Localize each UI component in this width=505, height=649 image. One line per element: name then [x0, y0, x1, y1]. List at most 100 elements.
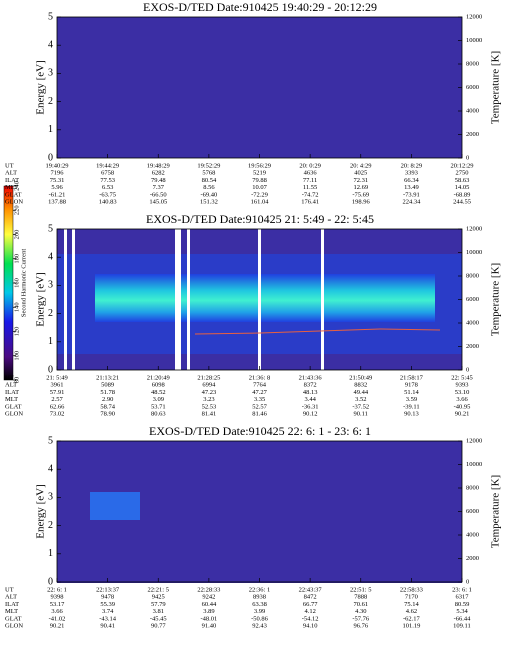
ephemeris-value: 3393	[405, 170, 418, 177]
colorbar-tick-label: 240	[13, 181, 20, 191]
ephemeris-value: 2750	[456, 170, 469, 177]
y2-tick-label: 12000	[466, 225, 482, 232]
colorbar-tick-label: 220	[13, 205, 20, 215]
y-tick-label: 2	[48, 308, 53, 319]
ephemeris-value: 9398	[51, 594, 64, 601]
y-tick-label: 1	[48, 124, 53, 135]
ephemeris-value: 73.02	[50, 410, 65, 417]
y-tick-label: 5	[48, 223, 53, 234]
ephemeris-value: 224.34	[402, 198, 421, 205]
colorbar-tick-label: 180	[13, 254, 20, 264]
ephemeris-value: 77.53	[100, 177, 115, 184]
ephemeris-value: 80.54	[202, 177, 217, 184]
ephemeris-value: 3961	[51, 382, 64, 389]
ephemeris-value: 80.59	[455, 601, 470, 608]
colorbar-tick-label: 160	[13, 278, 20, 288]
ephemeris-value: 19:48:29	[147, 162, 170, 169]
y2-tick-label: 6000	[466, 84, 479, 91]
ephemeris-value: 90.11	[354, 410, 368, 417]
y-tick-label: 1	[48, 548, 53, 559]
colorbar-tick-label: 120	[13, 327, 20, 337]
ephemeris-value: 3.44	[304, 396, 316, 403]
y2-tick-label: 10000	[466, 461, 482, 468]
ephemeris-value: -57.76	[352, 615, 370, 622]
y2-tick-label: 2000	[466, 555, 479, 562]
ephemeris-value: 55.39	[100, 601, 115, 608]
ephemeris-value: -75.69	[352, 191, 369, 198]
ephemeris-value: -50.86	[251, 615, 269, 622]
ephemeris-value: 22:58:33	[400, 586, 423, 593]
y-tick-label: 3	[48, 280, 53, 291]
y2-tick-label: 10000	[466, 249, 482, 256]
ephemeris-value: 22:28:33	[197, 586, 220, 593]
ephemeris-value: 49.44	[353, 389, 368, 396]
y2-tick-label: 4000	[466, 531, 479, 538]
ephemeris-value: 20:12:29	[450, 162, 473, 169]
ephemeris-value: 58.63	[455, 177, 470, 184]
ephemeris-value: 21:43:36	[299, 374, 323, 381]
ephemeris-value: 96.76	[353, 622, 368, 629]
panel-title: EXOS-D/TED Date:910425 21: 5:49 - 22: 5:…	[146, 212, 374, 226]
ephemeris-value: 6.53	[102, 184, 113, 191]
ephemeris-value: 5219	[253, 170, 266, 177]
colorbar	[3, 185, 14, 381]
ephemeris-value: 4025	[354, 170, 367, 177]
ephemeris-value: 4.12	[304, 608, 315, 615]
data-gap	[258, 229, 261, 370]
ephemeris-value: 21:50:49	[349, 374, 372, 381]
colorbar-tick-label: 140	[13, 302, 20, 312]
ephemeris-value: 90.77	[151, 622, 166, 629]
ephemeris-value: 8832	[354, 382, 367, 389]
y2-tick-label: 0	[466, 578, 469, 585]
ephemeris-value: 81.41	[202, 410, 217, 417]
ephemeris-name: ILAT	[5, 601, 19, 608]
ephemeris-value: 22: 5:45	[451, 374, 473, 381]
y-tick-label: 5	[48, 11, 53, 22]
ephemeris-value: 22: 6: 1	[47, 586, 67, 593]
ephemeris-name: MLT	[5, 608, 18, 615]
ephemeris-value: 51.14	[404, 389, 419, 396]
y-axis-label: Energy [eV]	[35, 60, 47, 114]
ephemeris-value: 3.35	[254, 396, 265, 403]
ephemeris-value: 20: 4:29	[350, 162, 372, 169]
ephemeris-value: -37.52	[352, 403, 369, 410]
ephemeris-name: GLON	[5, 622, 23, 629]
y-axis-label: Energy [eV]	[35, 484, 47, 538]
ephemeris-value: 21:20:49	[147, 374, 170, 381]
ephemeris-name: ALT	[5, 382, 17, 389]
ephemeris-value: 8472	[304, 594, 317, 601]
ephemeris-value: -54.12	[302, 615, 319, 622]
ephemeris-value: 90.12	[303, 410, 318, 417]
ephemeris-name: ILAT	[5, 177, 19, 184]
y-tick-label: 5	[48, 435, 53, 446]
ephemeris-value: -63.75	[99, 191, 116, 198]
ephemeris-value: 48.13	[303, 389, 318, 396]
ephemeris-value: 22:43:37	[299, 586, 323, 593]
ephemeris-value: 66.77	[303, 601, 318, 608]
ephemeris-value: 19:56:29	[248, 162, 271, 169]
ephemeris-value: 3.99	[254, 608, 265, 615]
y2-tick-label: 4000	[466, 319, 479, 326]
ephemeris-value: 9478	[101, 594, 114, 601]
ephemeris-name: GLON	[5, 198, 23, 205]
y-tick-label: 3	[48, 492, 53, 503]
y2-tick-label: 12000	[466, 13, 482, 20]
ephemeris-value: 8938	[253, 594, 266, 601]
ephemeris-value: 21: 5:49	[46, 374, 68, 381]
ephemeris-value: 75.14	[404, 601, 419, 608]
ephemeris-value: 21:28:25	[197, 374, 220, 381]
ephemeris-value: 21:13:21	[96, 374, 119, 381]
y-tick-label: 3	[48, 68, 53, 79]
ephemeris-value: 62.66	[50, 403, 65, 410]
ephemeris-value: 23: 6: 1	[452, 586, 472, 593]
y-tick-label: 4	[48, 251, 53, 262]
ephemeris-value: 57.79	[151, 601, 166, 608]
ephemeris-value: 109.11	[453, 622, 471, 629]
ephemeris-value: -68.89	[454, 191, 471, 198]
ephemeris-name: ILAT	[5, 389, 19, 396]
ephemeris-value: 5089	[101, 382, 114, 389]
y-tick-label: 4	[48, 39, 53, 50]
ephemeris-value: 5.34	[456, 608, 468, 615]
ephemeris-value: 19:52:29	[197, 162, 220, 169]
ephemeris-value: 57.91	[50, 389, 65, 396]
